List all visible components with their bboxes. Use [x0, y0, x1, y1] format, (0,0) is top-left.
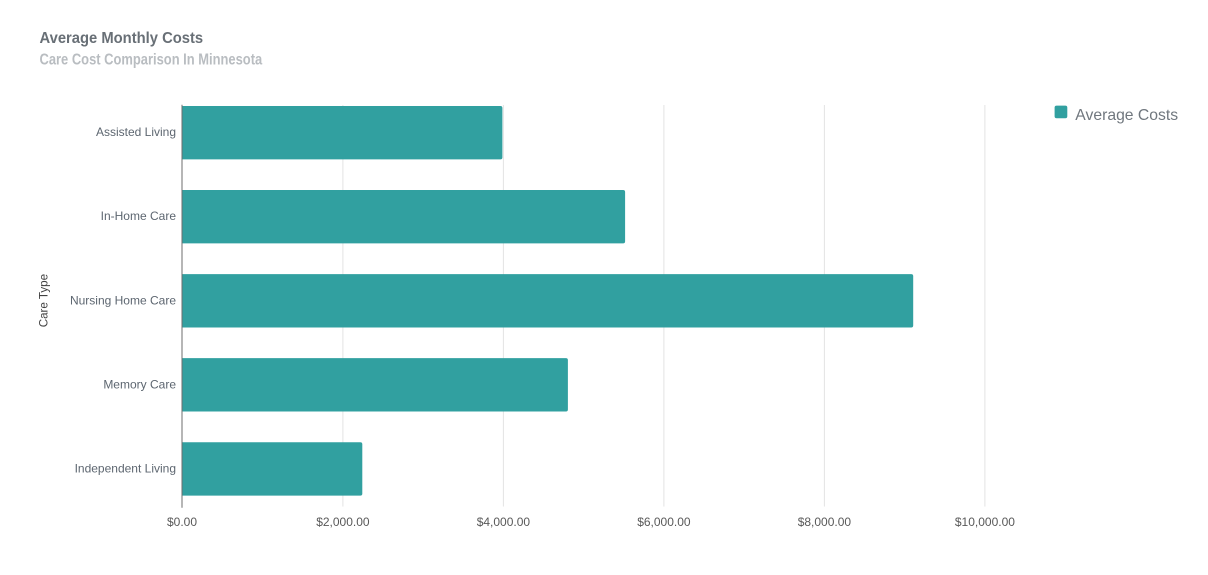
- svg-text:$8,000.00: $8,000.00: [798, 515, 852, 529]
- svg-text:Memory Care: Memory Care: [103, 377, 176, 391]
- svg-text:$2,000.00: $2,000.00: [316, 515, 370, 529]
- svg-text:Independent Living: Independent Living: [75, 462, 176, 476]
- svg-text:Care Type: Care Type: [37, 274, 51, 328]
- svg-text:Average Monthly Costs: Average Monthly Costs: [40, 30, 204, 47]
- svg-text:$6,000.00: $6,000.00: [637, 515, 691, 529]
- svg-text:Care Cost Comparison In Minnes: Care Cost Comparison In Minnesota: [40, 52, 263, 69]
- svg-text:Average Costs: Average Costs: [1075, 107, 1178, 124]
- svg-text:In-Home Care: In-Home Care: [101, 209, 177, 223]
- svg-text:$4,000.00: $4,000.00: [477, 515, 531, 529]
- svg-text:$10,000.00: $10,000.00: [955, 515, 1015, 529]
- svg-text:$0.00: $0.00: [167, 515, 197, 529]
- svg-text:Nursing Home Care: Nursing Home Care: [70, 293, 176, 307]
- svg-text:Assisted Living: Assisted Living: [96, 125, 176, 139]
